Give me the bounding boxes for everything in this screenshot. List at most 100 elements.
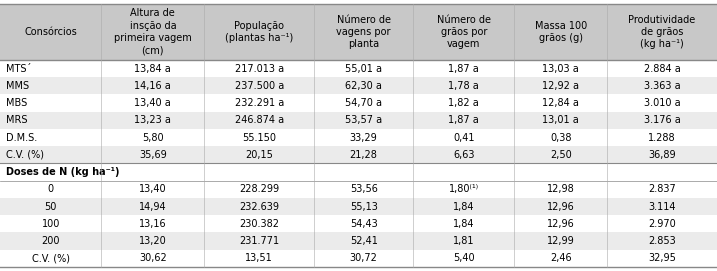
Bar (204, 4, 314, 60)
Text: 13,51: 13,51 (245, 253, 273, 263)
Bar (607, 95, 717, 112)
Text: Número de
grãos por
vagem: Número de grãos por vagem (437, 15, 490, 49)
Text: 6,63: 6,63 (453, 150, 475, 160)
Text: 230.382: 230.382 (239, 219, 280, 229)
Bar (413, 146, 514, 163)
Text: MRS: MRS (6, 115, 27, 125)
Text: 53,56: 53,56 (350, 184, 378, 194)
Text: 3.363 a: 3.363 a (644, 81, 680, 91)
Text: Produtividade
de grãos
(kg ha⁻¹): Produtividade de grãos (kg ha⁻¹) (628, 15, 695, 49)
Bar (101, 250, 204, 267)
Text: 5,80: 5,80 (142, 133, 163, 143)
Text: 32,95: 32,95 (648, 253, 676, 263)
Text: 13,16: 13,16 (139, 219, 166, 229)
Bar (314, 250, 413, 267)
Bar (314, 146, 413, 163)
Bar (314, 60, 413, 77)
Text: 0,38: 0,38 (550, 133, 571, 143)
Text: 1,82 a: 1,82 a (448, 98, 479, 108)
Text: 231.771: 231.771 (239, 236, 280, 246)
Text: 55,01 a: 55,01 a (345, 64, 382, 74)
Bar (413, 112, 514, 129)
Bar (413, 77, 514, 95)
Bar (0, 77, 101, 95)
Bar (607, 77, 717, 95)
Text: 232.639: 232.639 (239, 202, 280, 212)
Bar (514, 146, 607, 163)
Text: 13,03 a: 13,03 a (542, 64, 579, 74)
Text: C.V. (%): C.V. (%) (6, 150, 44, 160)
Bar (413, 198, 514, 215)
Text: 50: 50 (44, 202, 57, 212)
Text: 2.970: 2.970 (648, 219, 676, 229)
Text: 1,87 a: 1,87 a (448, 115, 479, 125)
Text: 13,01 a: 13,01 a (542, 115, 579, 125)
Text: 3.114: 3.114 (648, 202, 676, 212)
Bar (101, 4, 204, 60)
Bar (314, 112, 413, 129)
Bar (514, 95, 607, 112)
Text: 0,41: 0,41 (453, 133, 475, 143)
Bar (514, 60, 607, 77)
Bar (101, 181, 204, 198)
Bar (413, 215, 514, 233)
Bar (204, 233, 314, 250)
Text: 52,41: 52,41 (350, 236, 378, 246)
Bar (0, 60, 101, 77)
Text: 2,50: 2,50 (550, 150, 571, 160)
Bar (413, 95, 514, 112)
Text: 2.853: 2.853 (648, 236, 676, 246)
Bar (607, 233, 717, 250)
Text: 3.010 a: 3.010 a (644, 98, 680, 108)
Text: 232.291 a: 232.291 a (234, 98, 284, 108)
Text: MMS: MMS (6, 81, 29, 91)
Bar (204, 60, 314, 77)
Bar (607, 215, 717, 233)
Bar (101, 233, 204, 250)
Bar (314, 4, 413, 60)
Text: 12,96: 12,96 (547, 202, 574, 212)
Text: 12,99: 12,99 (547, 236, 574, 246)
Text: C.V. (%): C.V. (%) (32, 253, 70, 263)
Text: 237.500 a: 237.500 a (234, 81, 284, 91)
Text: 1,78 a: 1,78 a (448, 81, 479, 91)
Text: D.M.S.: D.M.S. (6, 133, 37, 143)
Bar (204, 181, 314, 198)
Text: 55,13: 55,13 (350, 202, 378, 212)
Text: 100: 100 (42, 219, 60, 229)
Text: 30,62: 30,62 (139, 253, 167, 263)
Bar (514, 129, 607, 146)
Bar (101, 95, 204, 112)
Text: 12,96: 12,96 (547, 219, 574, 229)
Bar (314, 233, 413, 250)
Text: 36,89: 36,89 (648, 150, 676, 160)
Text: 55.150: 55.150 (242, 133, 276, 143)
Bar (514, 198, 607, 215)
Bar (607, 60, 717, 77)
Text: 14,94: 14,94 (139, 202, 166, 212)
Bar (413, 60, 514, 77)
Text: 2.837: 2.837 (648, 184, 676, 194)
Text: 33,29: 33,29 (350, 133, 378, 143)
Bar (101, 77, 204, 95)
Bar (101, 198, 204, 215)
Bar (204, 129, 314, 146)
Bar (413, 233, 514, 250)
Text: 246.874 a: 246.874 a (234, 115, 284, 125)
Bar (0, 95, 101, 112)
Text: 217.013 a: 217.013 a (234, 64, 284, 74)
Bar (204, 146, 314, 163)
Bar (607, 146, 717, 163)
Text: 1,87 a: 1,87 a (448, 64, 479, 74)
Bar (204, 250, 314, 267)
Bar (514, 181, 607, 198)
Text: 62,30 a: 62,30 a (345, 81, 382, 91)
Text: 1,84: 1,84 (453, 202, 475, 212)
Bar (514, 77, 607, 95)
Bar (204, 112, 314, 129)
Text: 13,40 a: 13,40 a (135, 98, 171, 108)
Bar (607, 181, 717, 198)
Text: Massa 100
grãos (g): Massa 100 grãos (g) (535, 21, 587, 43)
Bar (314, 77, 413, 95)
Bar (0, 233, 101, 250)
